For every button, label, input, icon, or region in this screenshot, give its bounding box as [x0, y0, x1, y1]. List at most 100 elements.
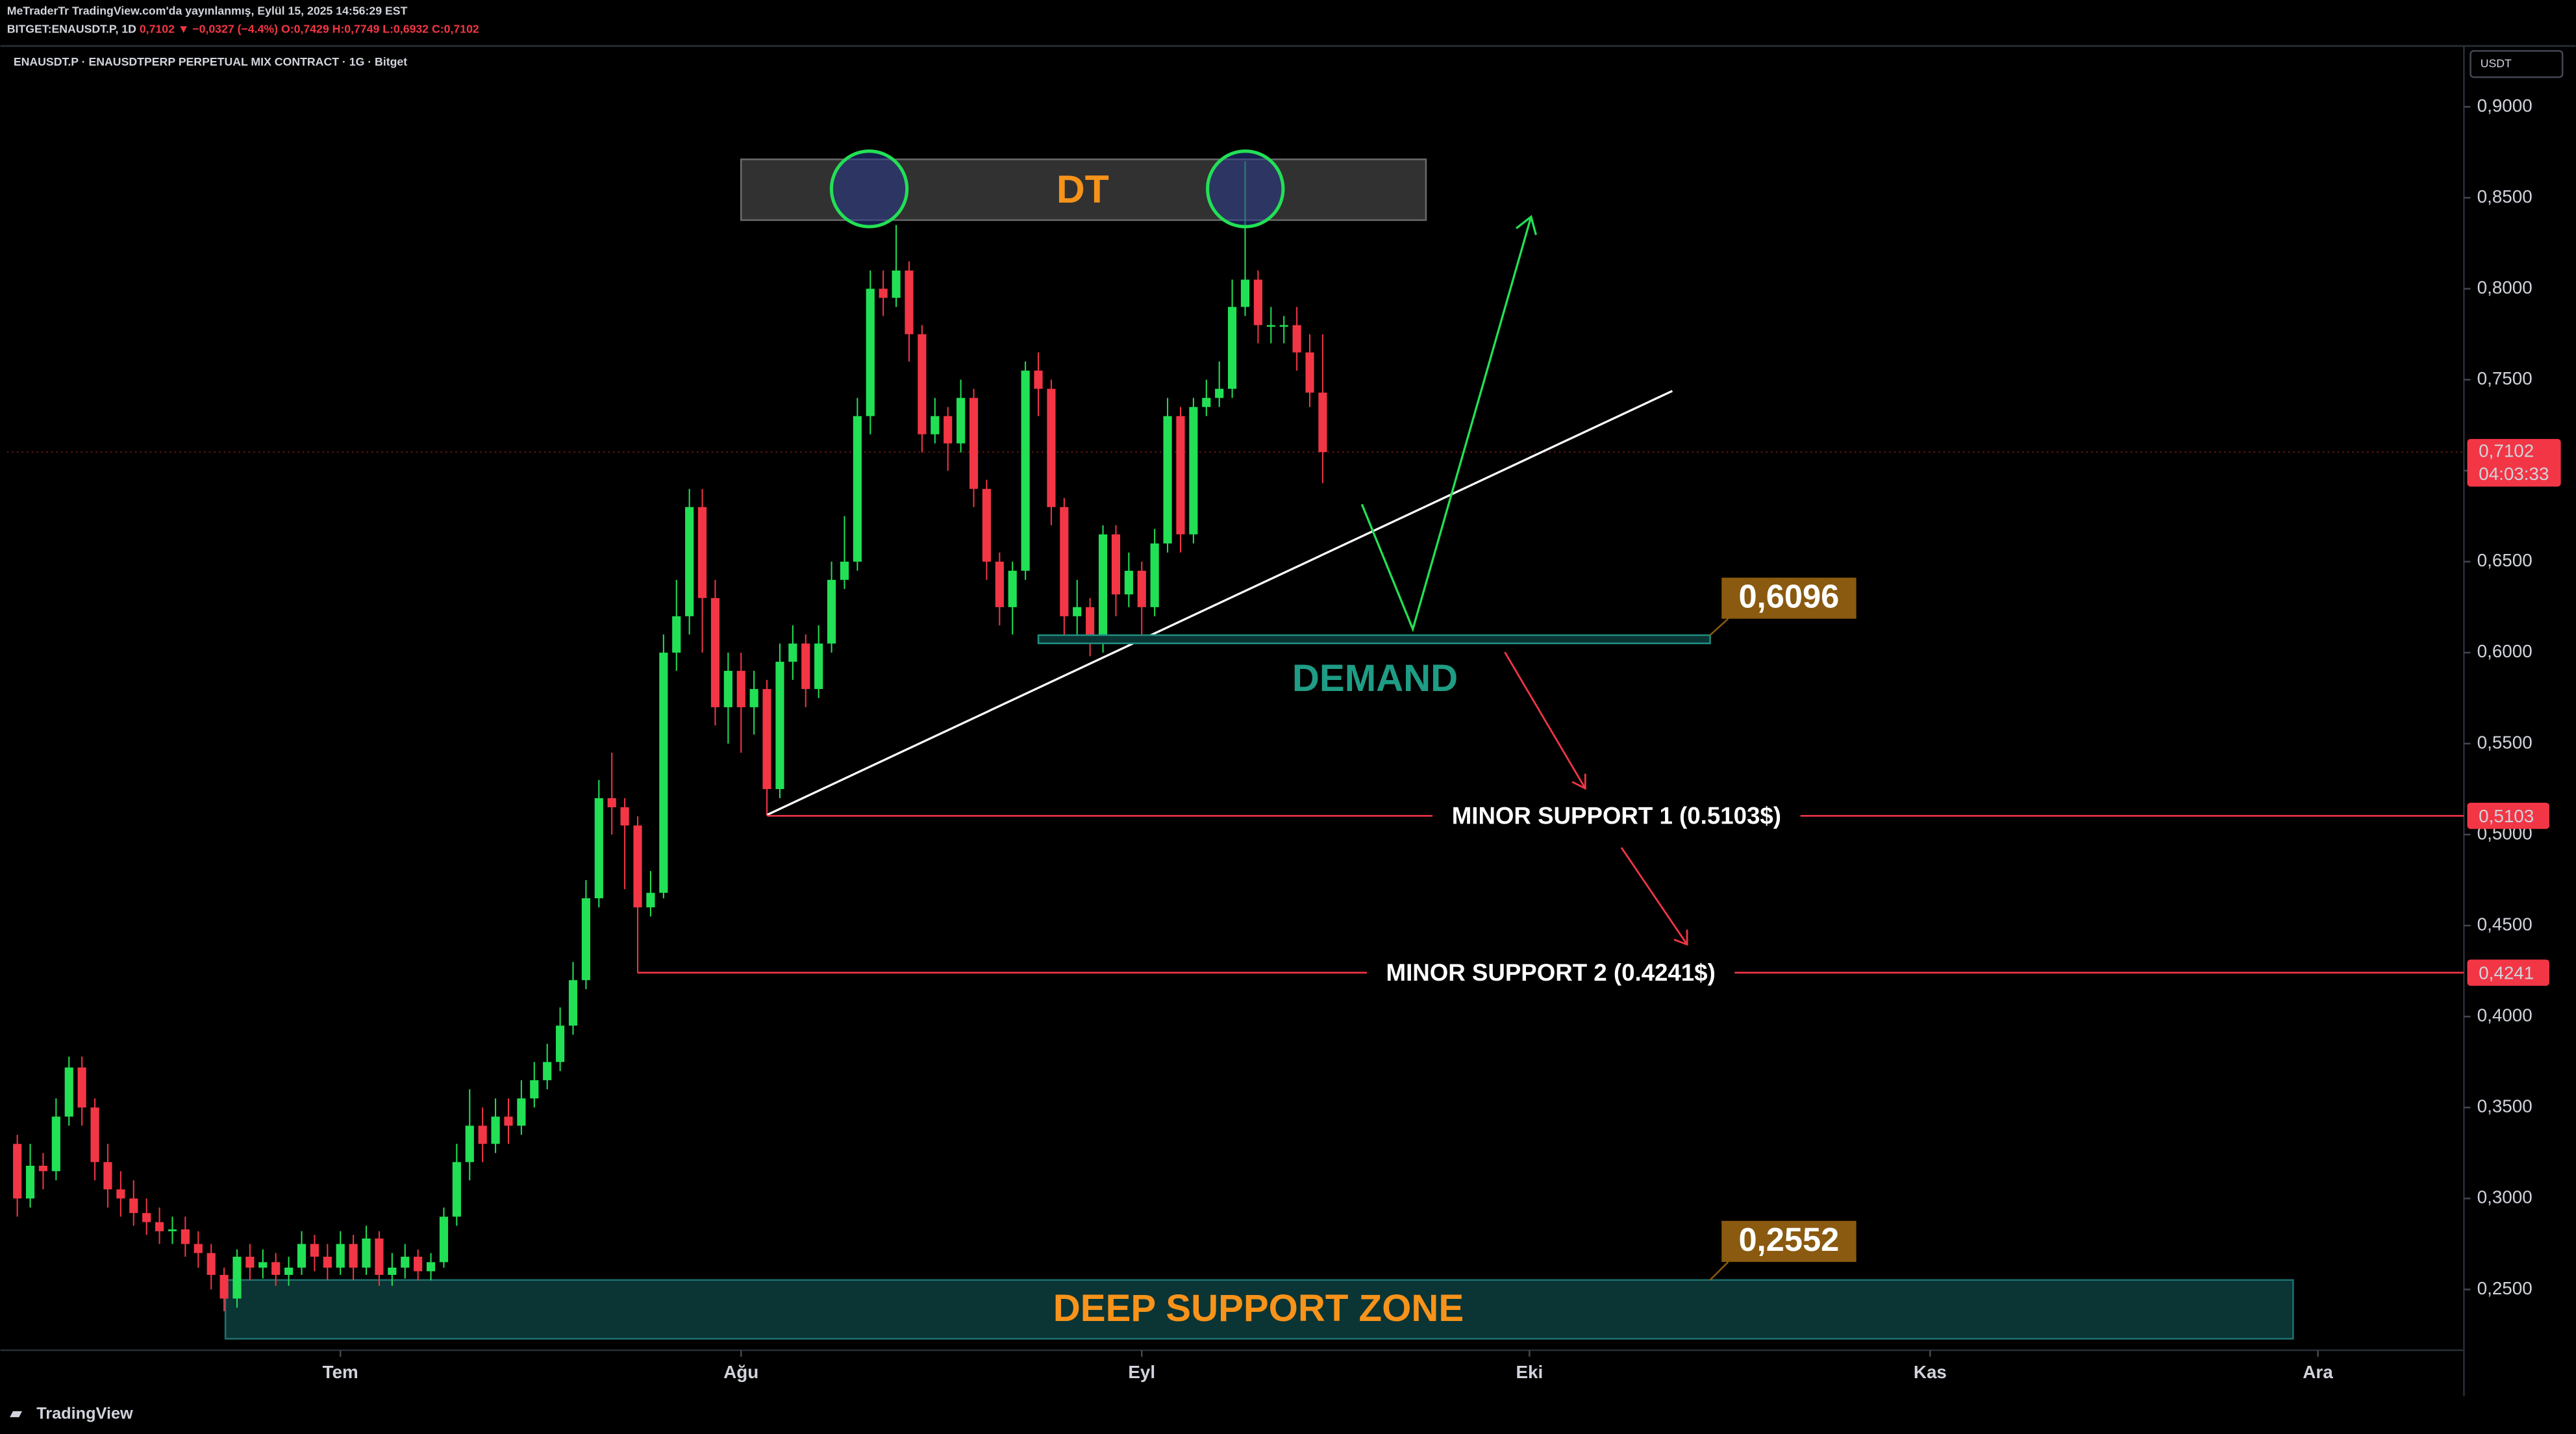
candle-body	[697, 507, 707, 598]
candle-body	[478, 1126, 487, 1144]
candle-body	[620, 807, 629, 826]
candle-body	[633, 825, 642, 908]
candle-body	[827, 579, 836, 644]
y-tick-label: 0,3500	[2477, 1096, 2532, 1116]
candle-body	[866, 288, 875, 416]
candle-body	[556, 1025, 565, 1063]
candle-body	[1292, 325, 1301, 353]
candle-body	[90, 1107, 99, 1163]
candle-body	[879, 288, 888, 298]
price-badge	[1721, 577, 1857, 619]
candle-body	[258, 1262, 268, 1268]
support-label: MINOR SUPPORT 2 (0.4241$)	[1386, 959, 1716, 986]
candle-body	[1111, 534, 1121, 595]
candle-body	[969, 397, 979, 489]
x-tick-label: Ara	[2303, 1362, 2333, 1382]
candle-body	[194, 1244, 203, 1253]
x-tick-label: Ağu	[723, 1362, 758, 1382]
candle-body	[710, 598, 720, 707]
candle-body	[1047, 388, 1056, 507]
candle-body	[1150, 543, 1159, 607]
symbol-info: BITGET:ENAUSDT.P, 1D 0,7102 ▼ −0,0327 (−…	[7, 22, 479, 35]
y-tick-label: 0,7500	[2477, 368, 2532, 388]
price-change: 0,7102 ▼ −0,0327 (−4.4%)	[140, 22, 278, 35]
candle-body	[905, 270, 914, 334]
candle-body	[142, 1213, 151, 1222]
candle-body	[64, 1067, 73, 1117]
brand: TradingView	[36, 1404, 133, 1422]
candle-body	[1124, 570, 1133, 595]
y-tick-label: 0,6500	[2477, 550, 2532, 570]
candle-body	[1240, 279, 1250, 307]
candle-body	[840, 561, 849, 580]
x-tick-label: Kas	[1914, 1362, 1947, 1382]
arrow-head	[1516, 215, 1537, 236]
y-tick-label: 0,8500	[2477, 186, 2532, 207]
y-tick-label: 0,5500	[2477, 732, 2532, 752]
candle-body	[995, 561, 1004, 607]
price-badge	[1721, 1220, 1857, 1263]
candle-body	[736, 670, 745, 707]
candle-body	[1073, 607, 1082, 616]
candle-body	[1318, 392, 1327, 453]
candle-body	[607, 798, 616, 808]
candle-body	[581, 898, 590, 981]
candle-body	[1098, 534, 1108, 644]
candle-body	[672, 616, 681, 653]
candle-body	[659, 652, 668, 893]
price-badge-label: 0,2552	[1739, 1221, 1840, 1258]
candle-body	[517, 1098, 526, 1126]
candle-body	[1034, 370, 1043, 389]
candle-body	[206, 1253, 216, 1276]
logo-mark: ▰	[10, 1405, 23, 1422]
candle-body	[362, 1238, 371, 1268]
candle-body	[116, 1189, 125, 1199]
candle-body	[1202, 397, 1211, 407]
top-circle	[829, 149, 909, 229]
bear-arrow	[1620, 847, 1688, 946]
deep-support-zone	[224, 1279, 2294, 1340]
candle-body	[284, 1267, 294, 1276]
candles	[13, 161, 1327, 1312]
chart-title: ENAUSDT.P · ENAUSDTPERP PERPETUAL MIX CO…	[14, 55, 407, 68]
candle-body	[271, 1262, 281, 1276]
x-tick-label: Tem	[323, 1362, 358, 1382]
candle-body	[426, 1262, 436, 1272]
candle-body	[918, 334, 927, 434]
candle-body	[388, 1267, 397, 1276]
candle-body	[568, 980, 578, 1026]
candle-body	[1305, 352, 1314, 393]
candle-body	[465, 1126, 474, 1163]
candle-body	[944, 416, 953, 444]
candle-body	[439, 1216, 449, 1263]
last-price-label: 0,7102	[2479, 440, 2534, 460]
support-label: MINOR SUPPORT 1 (0.5103$)	[1452, 802, 1781, 829]
badge-connector	[1709, 1261, 1729, 1281]
y-tick-label: 0,2500	[2477, 1278, 2532, 1298]
trend-line	[767, 390, 1673, 816]
candle-body	[504, 1116, 513, 1126]
candle-body	[1021, 370, 1030, 571]
candle-body	[232, 1257, 242, 1299]
candle-body	[788, 643, 797, 662]
candle-body	[530, 1080, 539, 1099]
candle-body	[323, 1257, 332, 1268]
top-circle	[1206, 149, 1285, 229]
currency-button[interactable]	[2470, 50, 2564, 79]
publish-info: MeTraderTr TradingView.com'da yayınlanmı…	[7, 4, 408, 17]
candle-body	[1137, 570, 1146, 607]
candle-body	[1060, 507, 1069, 616]
candle-body	[310, 1244, 319, 1257]
candle-body	[1279, 325, 1288, 327]
y-tick-label: 0,6000	[2477, 641, 2532, 661]
x-tick-label: Eyl	[1128, 1362, 1155, 1382]
currency[interactable]: USDT	[2481, 57, 2512, 69]
candle-body	[245, 1257, 255, 1268]
candle-body	[181, 1229, 190, 1244]
candle-body	[155, 1222, 164, 1231]
support-price-label: 0,4241	[2479, 963, 2534, 983]
candle-body	[375, 1238, 384, 1276]
y-tick-label: 0,8000	[2477, 277, 2532, 297]
candle-body	[685, 507, 694, 616]
